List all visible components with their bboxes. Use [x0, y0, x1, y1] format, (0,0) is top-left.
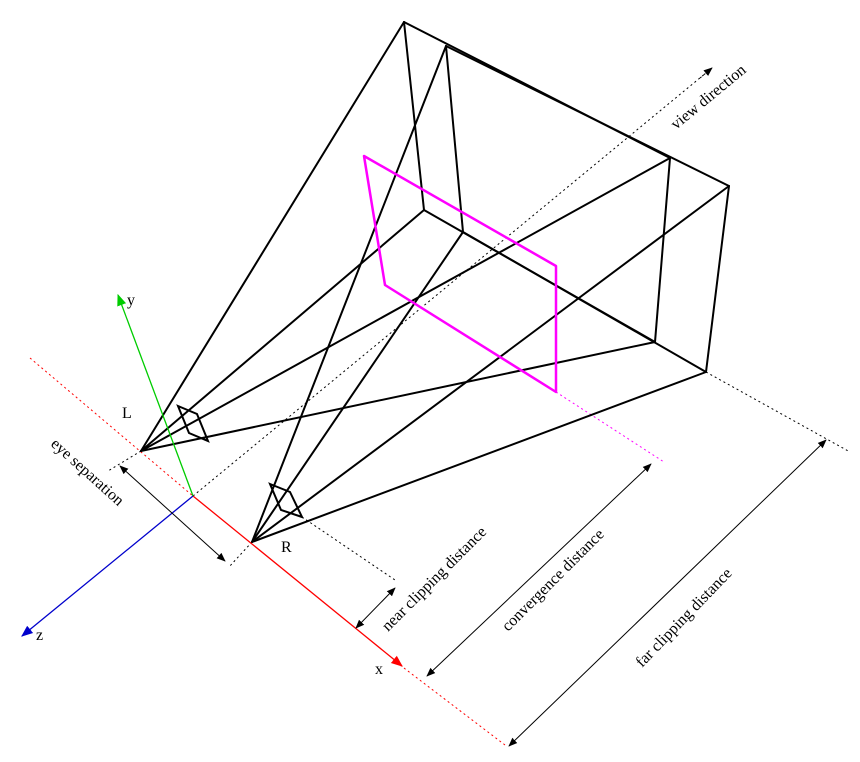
y-axis-arrow — [117, 293, 194, 497]
left-frustum-edge — [140, 209, 425, 452]
far-plane-dotted-extension — [705, 371, 851, 453]
left-far-plane-edge — [654, 157, 671, 343]
view-direction-line — [192, 67, 713, 497]
left-eye-label: L — [122, 405, 132, 422]
convergence-plane-dotted-extension — [555, 391, 665, 463]
x-axis-arrow — [192, 495, 403, 667]
z-axis-arrow — [21, 495, 194, 637]
left-frustum-edge — [140, 157, 671, 452]
right-eye-label: R — [281, 539, 292, 556]
left-far-plane-edge — [423, 209, 656, 343]
convergence-plane — [362, 154, 558, 394]
left-near-plane — [176, 404, 210, 443]
eye-separation-guide-right — [228, 541, 253, 568]
right-far-plane-edge — [445, 45, 464, 233]
left-eye-frustum — [140, 21, 671, 452]
far-clipping-distance-dimension — [508, 439, 827, 747]
y-axis-label: y — [127, 292, 135, 309]
view-direction-label: view direction — [668, 61, 750, 133]
z-axis-label: z — [36, 627, 43, 644]
left-frustum-edge — [140, 341, 656, 452]
near-clipping-distance-dimension — [355, 587, 396, 629]
near-clipping-distance-label: near clipping distance — [379, 524, 490, 635]
left-far-plane-edge — [403, 21, 425, 211]
near-clip-guide — [301, 516, 396, 581]
x-axis-dotted-extension-back — [29, 357, 194, 497]
x-axis-label: x — [375, 661, 383, 678]
eye-separation-label: eye separation — [47, 435, 127, 509]
dimension-lines — [119, 67, 827, 747]
right-far-plane-edge — [705, 185, 730, 373]
eye-separation-guide-left — [107, 450, 142, 472]
coordinate-axes — [21, 293, 403, 667]
left-frustum-edge — [140, 21, 405, 452]
right-frustum-edge — [251, 185, 730, 543]
eye-separation-dimension — [119, 465, 226, 562]
right-near-plane — [268, 482, 304, 519]
x-axis-dotted-extension-front — [399, 664, 506, 746]
left-far-plane-edge — [403, 21, 671, 159]
guide-lines — [29, 67, 851, 746]
convergence-distance-label: convergence distance — [499, 526, 608, 635]
right-frustum-edge — [251, 371, 707, 543]
right-frustum-edge — [251, 45, 447, 543]
far-clipping-distance-label: far clipping distance — [633, 565, 736, 671]
right-eye-frustum — [251, 45, 730, 543]
convergence-distance-dimension — [426, 463, 652, 677]
right-frustum-edge — [251, 231, 464, 543]
